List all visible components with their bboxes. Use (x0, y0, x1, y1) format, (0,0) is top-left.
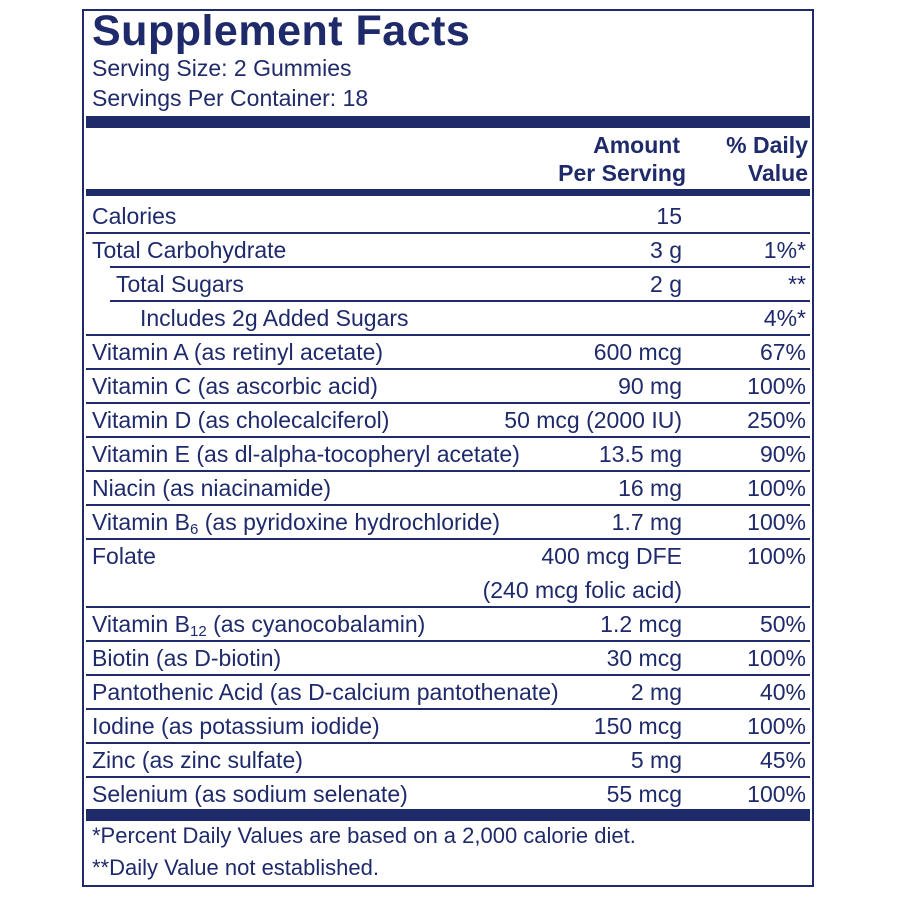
nutrient-row: Vitamin E (as dl-alpha-tocopheryl acetat… (86, 437, 808, 471)
row-divider (86, 640, 810, 642)
nutrient-name: Includes 2g Added Sugars (140, 305, 409, 331)
nutrient-row: Calories 15 (86, 199, 808, 233)
nutrient-amount: 1.2 mcg (600, 611, 682, 637)
nutrient-daily-value: 40% (759, 679, 806, 705)
nutrient-row: Total Carbohydrate 3 g 1%* (86, 233, 808, 267)
nutrient-daily-value: 100% (747, 509, 806, 535)
serving-size: Serving Size: 2 Gummies (92, 55, 352, 81)
nutrient-row: Vitamin C (as ascorbic acid) 90 mg 100% (86, 369, 808, 403)
row-divider (110, 266, 810, 268)
nutrient-row: Vitamin B6 (as pyridoxine hydrochloride)… (86, 505, 808, 539)
nutrient-daily-value: 67% (759, 339, 806, 365)
bottom-thick-divider (86, 809, 810, 821)
row-divider (86, 504, 810, 506)
nutrient-daily-value: 100% (747, 781, 806, 807)
header-divider (86, 189, 810, 196)
nutrient-name: Vitamin C (as ascorbic acid) (92, 373, 378, 399)
nutrient-name: Selenium (as sodium selenate) (92, 781, 408, 807)
nutrient-daily-value: 4%* (763, 305, 806, 331)
nutrient-amount: 2 mg (630, 679, 682, 705)
nutrient-name: Pantothenic Acid (as D-calcium pantothen… (92, 679, 559, 705)
row-divider (86, 436, 810, 438)
nutrient-row: Folate 400 mcg DFE (240 mcg folic acid) 100… (86, 539, 808, 607)
nutrient-amount: 90 mg (618, 373, 682, 399)
nutrient-name: Total Sugars (116, 271, 244, 297)
nutrient-daily-value: 100% (747, 543, 806, 569)
nutrient-row: Iodine (as potassium iodide) 150 mcg 100% (86, 709, 808, 743)
nutrient-daily-value: 50% (759, 611, 806, 637)
nutrient-amount: 1.7 mg (611, 509, 682, 535)
row-divider (86, 708, 810, 710)
nutrient-amount: 16 mg (618, 475, 682, 501)
nutrient-row: Total Sugars 2 g ** (86, 267, 808, 301)
nutrient-daily-value: 100% (747, 713, 806, 739)
servings-per-container: Servings Per Container: 18 (92, 85, 369, 111)
nutrient-amount: 2 g (650, 271, 682, 297)
nutrient-daily-value: 45% (759, 747, 806, 773)
nutrient-row: Biotin (as D-biotin) 30 mcg 100% (86, 641, 808, 675)
nutrient-name: Vitamin B12 (as cyanocobalamin) (92, 611, 426, 640)
footnote-percent-dv: *Percent Daily Values are based on a 2,0… (92, 823, 636, 848)
nutrient-name: Total Carbohydrate (92, 237, 287, 263)
nutrient-name: Niacin (as niacinamide) (92, 475, 332, 501)
nutrient-name: Folate (92, 543, 156, 569)
nutrient-amount: 5 mg (630, 747, 682, 773)
row-divider (86, 674, 810, 676)
nutrient-amount: 30 mcg (606, 645, 682, 671)
nutrient-amount: 55 mcg (606, 781, 682, 807)
row-divider (86, 776, 810, 778)
row-divider (86, 606, 810, 608)
nutrient-row: Niacin (as niacinamide) 16 mg 100% (86, 471, 808, 505)
nutrient-daily-value: 90% (759, 441, 806, 467)
nutrient-name: Vitamin A (as retinyl acetate) (92, 339, 384, 365)
row-divider (86, 232, 810, 234)
nutrient-name: Vitamin B6 (as pyridoxine hydrochloride) (92, 509, 501, 538)
supplement-facts-panel: Supplement Facts Serving Size: 2 Gummies… (82, 9, 814, 887)
nutrient-name: Calories (92, 203, 177, 229)
nutrient-amount: 150 mcg (593, 713, 682, 739)
row-divider (86, 470, 810, 472)
daily-value-header: % Daily Value (726, 132, 808, 186)
nutrient-daily-value: ** (788, 271, 806, 297)
nutrient-row: Zinc (as zinc sulfate) 5 mg 45% (86, 743, 808, 777)
nutrient-daily-value: 100% (747, 475, 806, 501)
top-thick-divider (86, 116, 810, 128)
row-divider (86, 402, 810, 404)
row-divider (86, 334, 810, 336)
nutrient-name: Biotin (as D-biotin) (92, 645, 282, 671)
nutrient-daily-value: 1%* (763, 237, 806, 263)
nutrient-row: Selenium (as sodium selenate) 55 mcg 100% (86, 777, 808, 811)
nutrient-name: Zinc (as zinc sulfate) (92, 747, 303, 773)
nutrient-amount: 3 g (650, 237, 682, 263)
nutrient-amount: 15 (656, 203, 682, 229)
row-divider (110, 300, 810, 302)
nutrient-name: Vitamin E (as dl-alpha-tocopheryl acetat… (92, 441, 520, 467)
row-divider (86, 742, 810, 744)
nutrient-name: Iodine (as potassium iodide) (92, 713, 380, 739)
nutrient-daily-value: 250% (747, 407, 806, 433)
nutrient-daily-value: 100% (747, 645, 806, 671)
nutrient-amount: 400 mcg DFE (541, 543, 682, 569)
nutrient-daily-value: 100% (747, 373, 806, 399)
nutrient-row: Includes 2g Added Sugars 4%* (86, 301, 808, 335)
nutrient-name: Vitamin D (as cholecalciferol) (92, 407, 390, 433)
row-divider (86, 368, 810, 370)
panel-title: Supplement Facts (92, 7, 471, 55)
nutrient-row: Vitamin B12 (as cyanocobalamin) 1.2 mcg 50… (86, 607, 808, 641)
nutrient-row: Vitamin A (as retinyl acetate) 600 mcg 67% (86, 335, 808, 369)
nutrient-amount-secondary: (240 mcg folic acid) (482, 577, 682, 603)
row-divider (86, 538, 810, 540)
nutrient-row: Vitamin D (as cholecalciferol) 50 mcg (20… (86, 403, 808, 437)
footnote-dv-not-established: **Daily Value not established. (92, 855, 379, 880)
nutrient-amount: 13.5 mg (598, 441, 682, 467)
nutrient-row: Pantothenic Acid (as D-calcium pantothen… (86, 675, 808, 709)
nutrient-amount: 600 mcg (593, 339, 682, 365)
nutrient-amount: 50 mcg (2000 IU) (504, 407, 682, 433)
amount-header: Amount Per Serving (558, 132, 686, 186)
